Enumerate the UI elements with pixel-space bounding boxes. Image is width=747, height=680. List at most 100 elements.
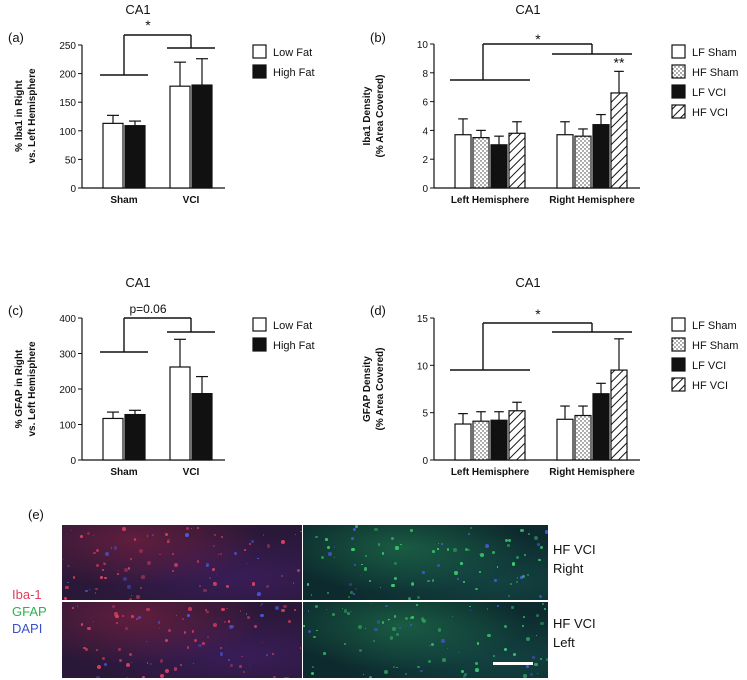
cell-signal <box>463 672 467 676</box>
x-tick-label: VCI <box>183 467 200 478</box>
cell-signal <box>437 564 441 568</box>
cell-signal <box>116 622 118 624</box>
cell-signal <box>203 588 207 593</box>
legend-label: LF Sham <box>692 47 737 59</box>
panel-label: (b) <box>370 30 386 45</box>
stain-legend: Iba-1 GFAP DAPI <box>12 586 47 637</box>
legend-swatch <box>252 337 267 352</box>
x-tick-label: Right Hemisphere <box>549 467 635 478</box>
legend-label: High Fat <box>273 340 315 352</box>
legend-swatch <box>671 357 686 372</box>
cell-signal <box>65 585 69 590</box>
cell-signal <box>262 534 265 536</box>
legend-swatch <box>671 317 686 332</box>
bar <box>124 413 146 461</box>
cell-signal <box>96 564 99 567</box>
cell-signal <box>245 562 247 565</box>
cell-signal <box>384 670 389 674</box>
cell-signal <box>374 527 378 532</box>
legend-swatch <box>671 337 686 352</box>
cell-signal <box>381 620 385 624</box>
cell-signal <box>125 626 129 630</box>
cell-signal <box>135 617 139 621</box>
cell-signal <box>464 547 469 552</box>
cell-signal <box>509 582 513 586</box>
cell-signal <box>213 582 218 586</box>
cell-signal <box>396 666 398 669</box>
cell-signal <box>420 669 423 673</box>
chart-title: CA1 <box>515 2 540 17</box>
cell-signal <box>384 604 388 608</box>
cell-signal <box>251 540 255 544</box>
cell-signal <box>260 613 264 618</box>
y-axis-label: vs. Left Hemisphere <box>27 341 38 436</box>
cell-signal <box>523 674 528 678</box>
cell-signal <box>437 542 439 545</box>
cell-signal <box>457 651 459 654</box>
scale-bar <box>493 662 533 665</box>
cell-signal <box>256 591 261 596</box>
cell-signal <box>346 611 351 616</box>
cell-signal <box>196 560 200 563</box>
legend-label: LF VCI <box>692 360 726 372</box>
y-tick-label: 50 <box>65 155 77 166</box>
y-tick-label: 0 <box>70 184 76 195</box>
cell-signal <box>376 620 380 624</box>
cell-signal <box>343 609 348 613</box>
cell-signal <box>405 673 408 676</box>
cell-signal <box>123 577 127 581</box>
cell-signal <box>299 646 302 649</box>
cell-signal <box>299 530 302 533</box>
y-tick-label: 200 <box>59 70 76 81</box>
cell-signal <box>193 638 197 642</box>
stain-label-gfap: GFAP <box>12 604 47 619</box>
cell-signal <box>67 581 69 584</box>
cell-signal <box>451 615 454 618</box>
cell-signal <box>104 577 107 580</box>
cell-signal <box>404 617 408 621</box>
cell-signal <box>292 582 295 584</box>
cell-signal <box>354 588 358 591</box>
cell-signal <box>365 555 367 557</box>
cell-signal <box>310 594 312 596</box>
cell-signal <box>374 627 378 631</box>
cell-signal <box>297 569 301 573</box>
cell-signal <box>115 614 119 619</box>
y-tick-label: 4 <box>422 126 428 137</box>
x-tick-label: VCI <box>183 195 200 206</box>
cell-signal <box>197 526 200 529</box>
cell-signal <box>101 568 105 571</box>
cell-signal <box>364 627 367 630</box>
cell-signal <box>359 648 363 652</box>
cell-signal <box>81 623 84 626</box>
cell-signal <box>391 537 395 541</box>
cell-signal <box>221 607 225 612</box>
cell-signal <box>454 571 458 576</box>
bar <box>124 125 146 189</box>
cell-signal <box>442 658 447 662</box>
cell-signal <box>409 621 411 623</box>
cell-signal <box>332 613 335 617</box>
cell-signal <box>354 564 357 567</box>
cell-signal <box>228 658 231 661</box>
significance-label: * <box>535 306 541 322</box>
cell-signal <box>508 595 511 597</box>
cell-signal <box>389 636 394 640</box>
y-axis-label: (% Area Covered) <box>375 348 386 431</box>
cell-signal <box>333 545 336 548</box>
cell-signal <box>313 635 316 639</box>
cell-signal <box>432 550 435 553</box>
cell-signal <box>147 662 149 664</box>
cell-signal <box>392 627 396 631</box>
bar <box>556 418 574 461</box>
legend-label: HF VCI <box>692 107 728 119</box>
bar <box>454 134 472 189</box>
cell-signal <box>171 570 174 573</box>
cell-signal <box>229 663 233 667</box>
cell-signal <box>245 613 248 615</box>
cell-signal <box>67 564 70 568</box>
cell-signal <box>220 646 223 649</box>
cell-signal <box>165 638 169 642</box>
cell-signal <box>415 604 418 606</box>
cell-signal <box>540 621 545 626</box>
